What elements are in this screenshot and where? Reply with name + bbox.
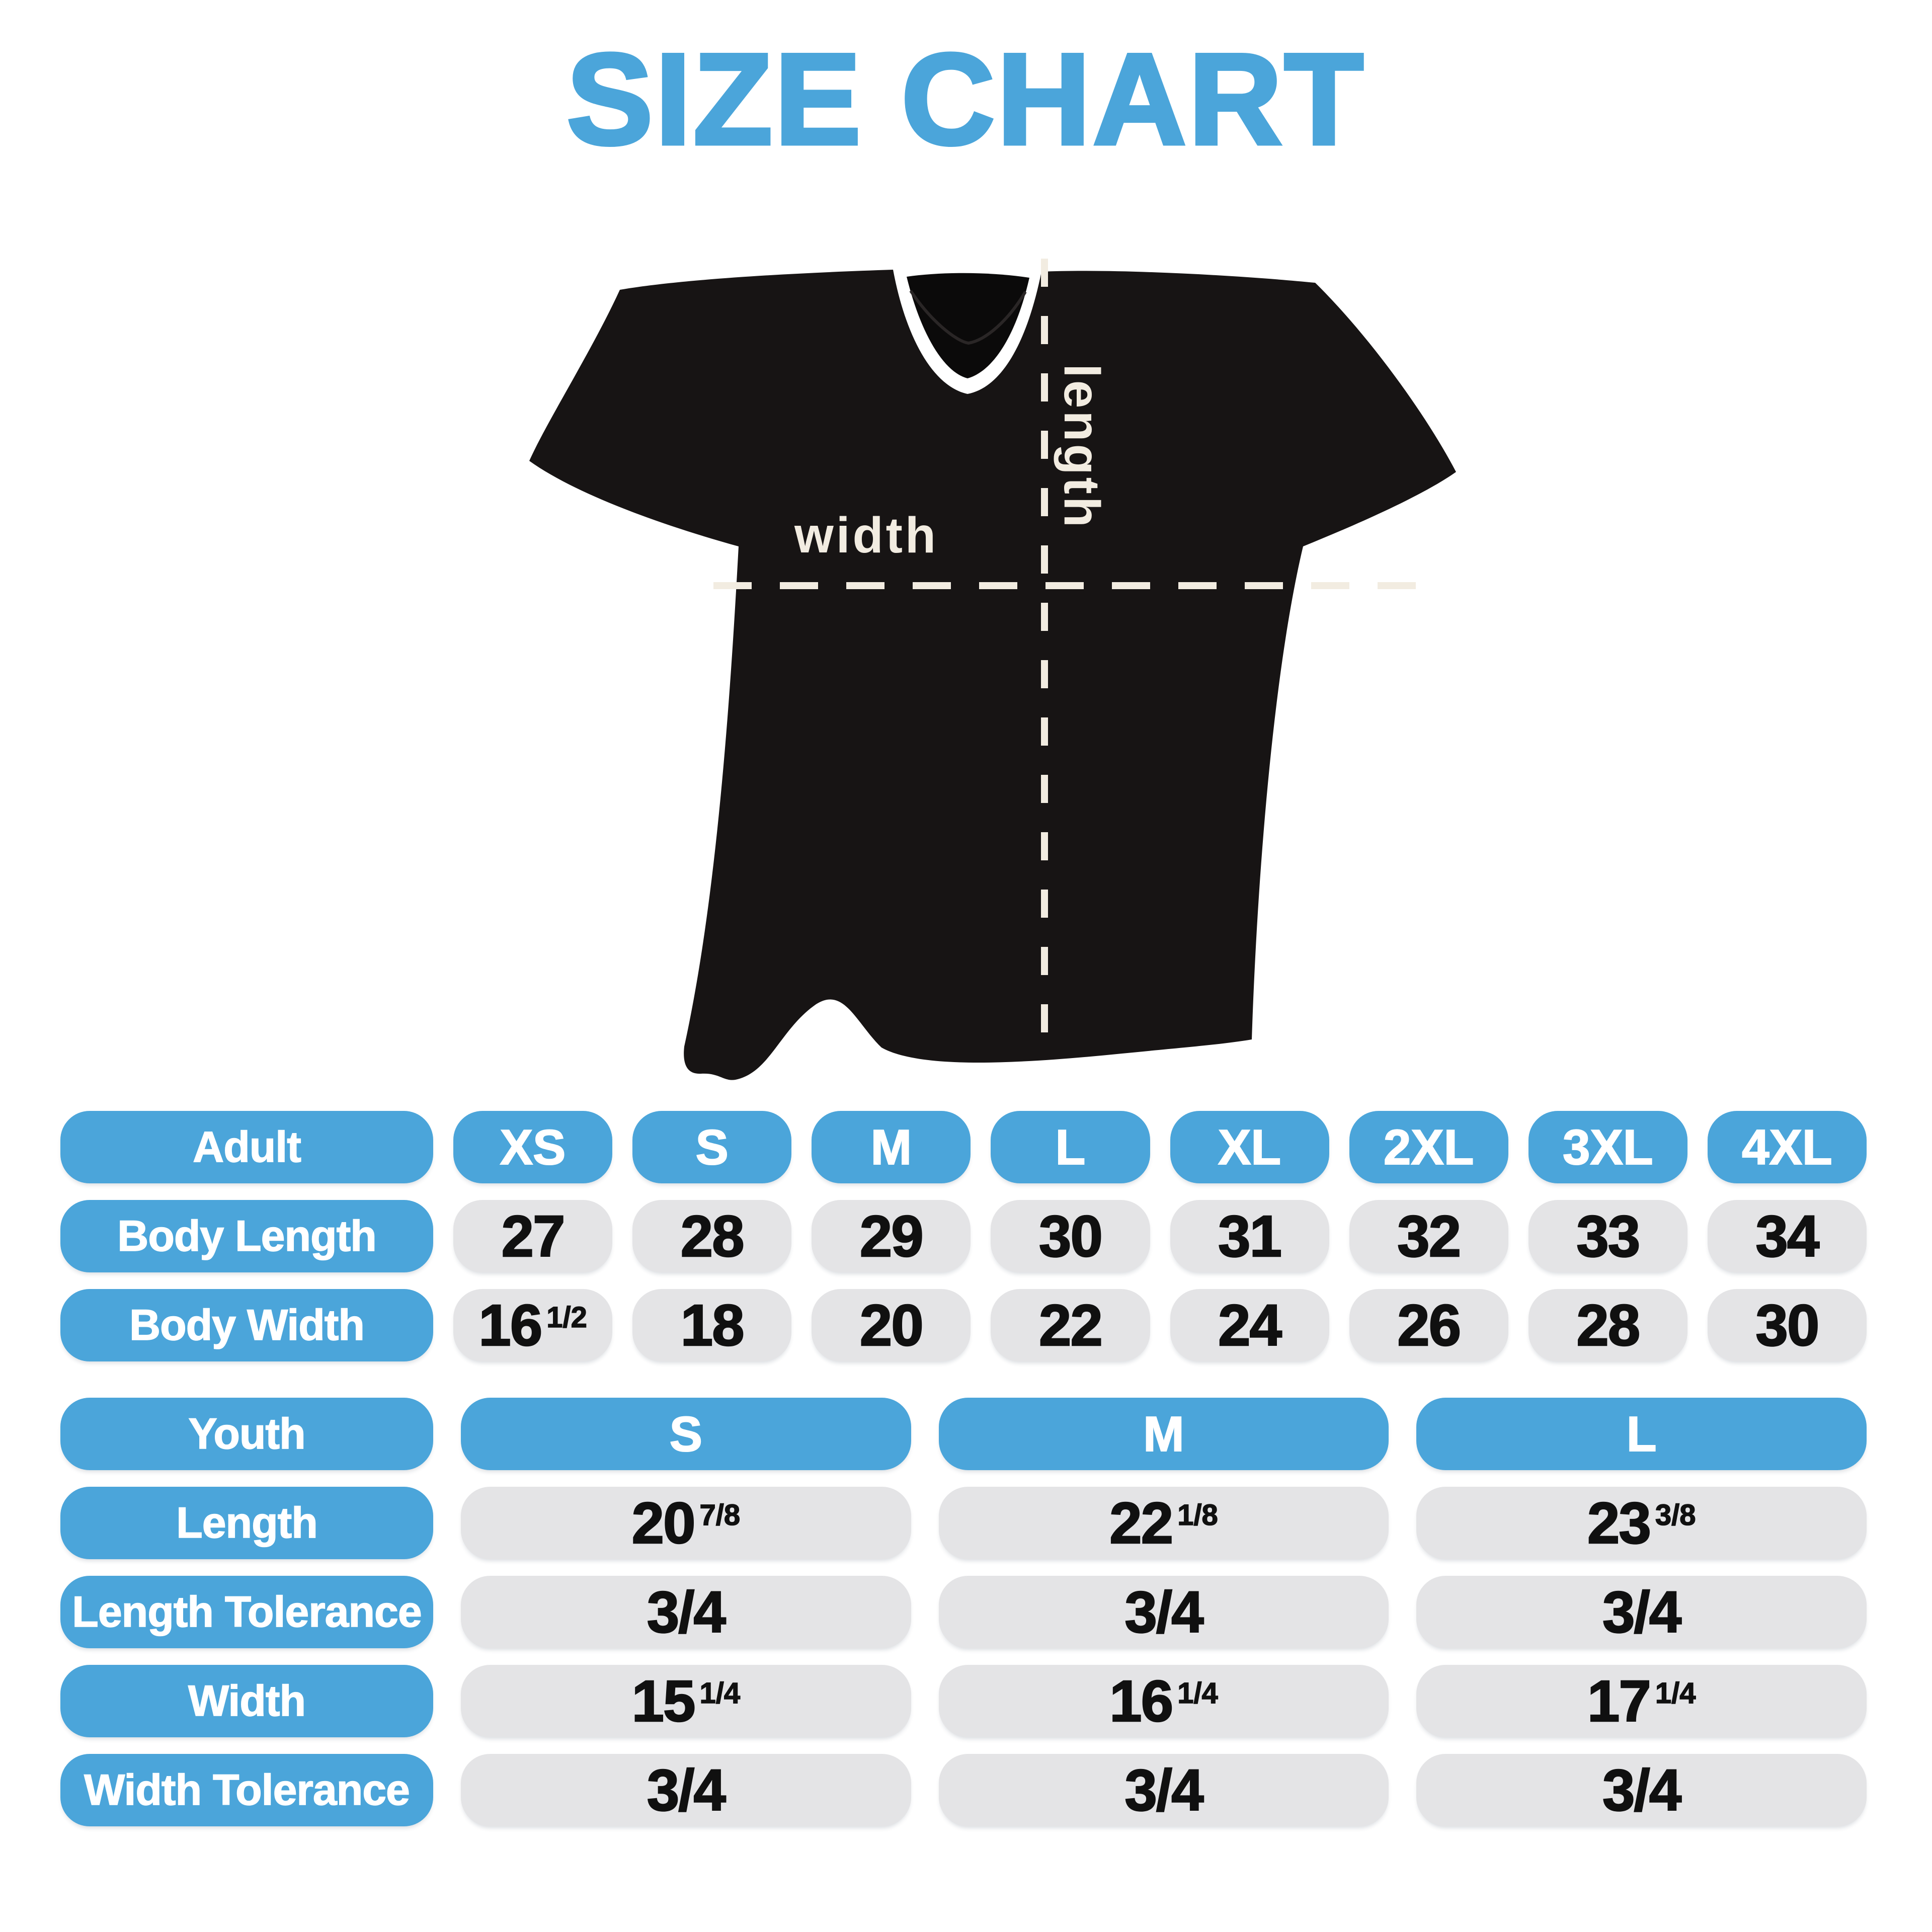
value-main: 23 [1587,1490,1652,1557]
value-main: 16 [478,1292,543,1359]
value-main: 29 [859,1203,925,1270]
value-cell: 22 [991,1289,1150,1361]
tshirt-silhouette [529,270,1456,1080]
value-cell: 17 1/4 [1416,1665,1867,1737]
value-main: 17 [1587,1668,1652,1735]
value-cell: 20 [812,1289,971,1361]
collar-opening [907,273,1029,378]
value-fraction: 3/8 [1655,1498,1696,1532]
value-cell: 28 [632,1200,792,1272]
row-label-length-tolerance: Length Tolerance [60,1576,433,1648]
value-main: 15 [631,1668,696,1735]
value-fraction: 1/8 [1177,1498,1218,1532]
length-label: length [1054,364,1110,530]
value-main: 27 [501,1203,566,1270]
value-main: 26 [1397,1292,1462,1359]
value-cell: 16 1/2 [453,1289,613,1361]
size-header-3xl: 3XL [1528,1111,1687,1183]
value-cell: 26 [1349,1289,1508,1361]
tshirt-measurement-diagram: width length [518,220,1464,1101]
tshirt-illustration: width length [529,259,1456,1080]
value-cell: 29 [812,1200,971,1272]
value-cell: 32 [1349,1200,1508,1272]
youth-size-header-s: S [461,1398,911,1470]
youth-size-table: Youth S M L Length 20 7/8 22 1/8 23 3/8 Len… [60,1398,1867,1826]
value-main: 20 [631,1490,696,1557]
value-main: 3/4 [646,1579,727,1646]
value-main: 3/4 [1124,1579,1204,1646]
value-cell: 22 1/8 [938,1487,1389,1559]
value-cell: 31 [1170,1200,1329,1272]
value-cell: 28 [1528,1289,1687,1361]
value-main: 28 [680,1203,745,1270]
value-main: 18 [680,1292,745,1359]
adult-header-label: Adult [60,1111,433,1183]
value-main: 3/4 [1602,1579,1682,1646]
row-label-width-tolerance: Width Tolerance [60,1754,433,1826]
value-cell: 3/4 [461,1576,911,1648]
youth-size-header-m: M [938,1398,1389,1470]
size-header-l: L [991,1111,1150,1183]
size-header-m: M [812,1111,971,1183]
value-main: 24 [1218,1292,1283,1359]
size-header-xl: XL [1170,1111,1329,1183]
value-cell: 34 [1707,1200,1867,1272]
size-header-4xl: 4XL [1707,1111,1867,1183]
value-cell: 15 1/4 [461,1665,911,1737]
value-main: 3/4 [646,1757,727,1824]
value-main: 31 [1218,1203,1283,1270]
value-fraction: 1/4 [1655,1676,1696,1710]
value-cell: 33 [1528,1200,1687,1272]
youth-size-header-l: L [1416,1398,1867,1470]
width-label: width [794,507,938,564]
value-fraction: 1/4 [1177,1676,1218,1710]
value-main: 22 [1109,1490,1174,1557]
row-label-width: Width [60,1665,433,1737]
value-main: 16 [1109,1668,1174,1735]
value-cell: 3/4 [938,1754,1389,1826]
value-main: 33 [1576,1203,1641,1270]
page-title: SIZE CHART [565,26,1365,172]
value-main: 22 [1038,1292,1104,1359]
value-cell: 20 7/8 [461,1487,911,1559]
row-label-length: Length [60,1487,433,1559]
row-label-body-width: Body Width [60,1289,433,1361]
value-fraction: 1/4 [699,1676,741,1710]
value-cell: 30 [991,1200,1150,1272]
size-header-2xl: 2XL [1349,1111,1508,1183]
value-main: 28 [1576,1292,1641,1359]
value-cell: 24 [1170,1289,1329,1361]
value-fraction: 7/8 [699,1498,741,1532]
value-main: 32 [1397,1203,1462,1270]
value-main: 20 [859,1292,925,1359]
adult-size-table: Adult XS S M L XL 2XL 3XL 4XL Body Lengt… [60,1111,1867,1361]
youth-header-label: Youth [60,1398,433,1470]
size-header-s: S [632,1111,792,1183]
value-main: 3/4 [1602,1757,1682,1824]
value-main: 3/4 [1124,1757,1204,1824]
value-cell: 27 [453,1200,613,1272]
value-fraction: 1/2 [546,1301,588,1334]
row-label-body-length: Body Length [60,1200,433,1272]
value-cell: 18 [632,1289,792,1361]
value-cell: 30 [1707,1289,1867,1361]
value-main: 34 [1755,1203,1820,1270]
value-cell: 3/4 [1416,1576,1867,1648]
value-cell: 3/4 [461,1754,911,1826]
value-cell: 23 3/8 [1416,1487,1867,1559]
value-cell: 3/4 [938,1576,1389,1648]
collar-rib-line [909,290,1027,345]
value-main: 30 [1038,1203,1104,1270]
value-main: 30 [1755,1292,1820,1359]
value-cell: 3/4 [1416,1754,1867,1826]
value-cell: 16 1/4 [938,1665,1389,1737]
size-header-xs: XS [453,1111,613,1183]
